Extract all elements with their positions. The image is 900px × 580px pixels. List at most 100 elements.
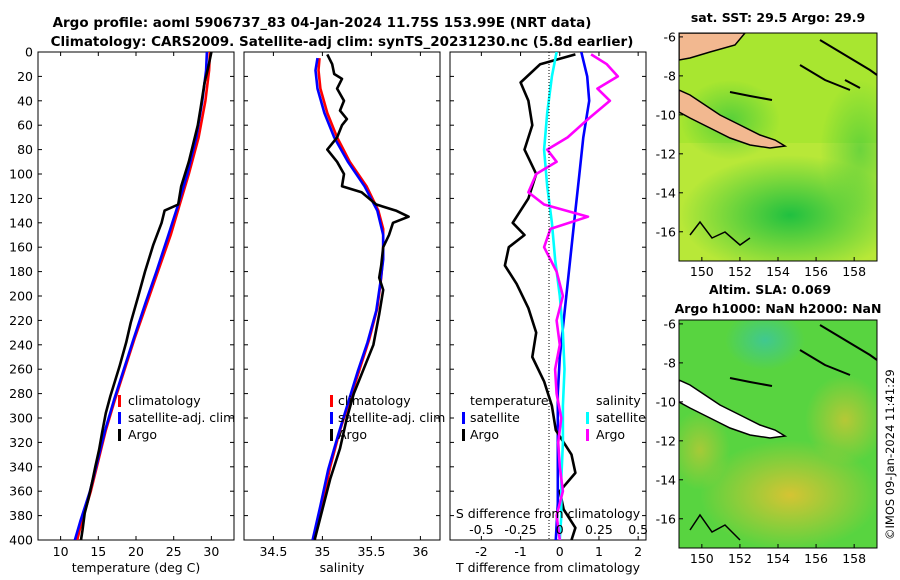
- s-tick-label: 0.25: [585, 522, 613, 537]
- legend-climatology-marker: [330, 395, 333, 407]
- temperature-series: [73, 52, 213, 540]
- depth-tick-label: 260: [9, 362, 33, 377]
- x-tick-label: 34.5: [259, 544, 287, 559]
- depth-tick-label: 20: [17, 69, 33, 84]
- depth-tick-label: 180: [9, 264, 33, 279]
- series-line-t-argo: [503, 53, 577, 540]
- map-lat-label: -8: [664, 68, 677, 83]
- legend-argo-label: Argo: [128, 427, 157, 442]
- land-new-guinea: [679, 379, 788, 439]
- difference-xlabel: T difference from climatology: [455, 560, 641, 575]
- depth-tick-label: 320: [9, 435, 33, 450]
- legend-t-argo-marker: [462, 429, 465, 441]
- depth-tick-label: 200: [9, 289, 33, 304]
- depth-tick-label: 280: [9, 386, 33, 401]
- x-tick-label: 36: [412, 544, 428, 559]
- map-lon-label: 156: [804, 551, 828, 566]
- island-coastline: [689, 513, 741, 541]
- temperature-xlabel: temperature (deg C): [72, 560, 201, 575]
- temperature-panel: [37, 51, 235, 541]
- island-coastline: [819, 324, 877, 361]
- land-new-britain: [679, 33, 746, 61]
- sla-warm-anomaly: [805, 375, 877, 465]
- depth-tick-label: 120: [9, 191, 33, 206]
- map-lon-label: 152: [728, 264, 752, 279]
- series-line-satellite-adj-clim: [311, 57, 385, 540]
- island-coastline: [689, 220, 751, 246]
- salinity-panel: [243, 51, 441, 541]
- sst-map: [679, 33, 877, 261]
- map-lat-label: -14: [656, 472, 676, 487]
- s-tick-label: -0.5: [469, 522, 493, 537]
- x-tick-label: 0: [556, 544, 564, 559]
- x-tick-label: -2: [475, 544, 487, 559]
- x-tick-label: 35.5: [357, 544, 385, 559]
- depth-tick-label: 300: [9, 411, 33, 426]
- map-lon-label: 154: [766, 551, 790, 566]
- map-lon-label: 158: [842, 264, 866, 279]
- island-coastline: [729, 377, 773, 387]
- temperature-legend: climatology satellite-adj. clim Argo: [118, 393, 235, 442]
- imos-timestamp: ©IMOS 09-Jan-2024 11:41:29: [883, 369, 897, 540]
- legend-argo-marker: [330, 429, 333, 441]
- map-lat-label: -10: [656, 394, 676, 409]
- sst-map-title: sat. SST: 29.5 Argo: 29.9: [691, 10, 865, 25]
- depth-tick-label: 380: [9, 508, 33, 523]
- map-lon-label: 158: [842, 551, 866, 566]
- island-coastline: [819, 39, 877, 76]
- legend-climatology-label: climatology: [128, 393, 201, 408]
- island-coastline: [729, 91, 773, 101]
- map-lat-label: -14: [656, 185, 676, 200]
- map-lon-label: 156: [804, 264, 828, 279]
- figure-title-line2: Climatology: CARS2009. Satellite-adj cli…: [51, 34, 634, 50]
- map-lat-label: -10: [656, 107, 676, 122]
- map-lat-label: -12: [656, 146, 676, 161]
- depth-tick-label: 140: [9, 215, 33, 230]
- legend-satellite-label: satellite-adj. clim: [128, 410, 235, 425]
- depth-tick-label: 40: [17, 93, 33, 108]
- salinity-legend: climatology satellite-adj. clim Argo: [330, 393, 445, 442]
- depth-tick-label: 360: [9, 484, 33, 499]
- x-tick-label: 20: [128, 544, 144, 559]
- sla-map-title-line2: Argo h1000: NaN h2000: NaN: [675, 301, 882, 316]
- sla-warm-anomaly: [700, 440, 877, 548]
- difference-panel: [449, 51, 647, 541]
- legend-temperature-title: temperature: [470, 393, 549, 408]
- map-lat-label: -16: [656, 511, 676, 526]
- salinity-series: [311, 53, 410, 540]
- depth-tick-label: 160: [9, 240, 33, 255]
- s-tick-label: 0.5: [628, 522, 648, 537]
- x-tick-label: 1: [595, 544, 603, 559]
- legend-argo-marker: [118, 429, 121, 441]
- x-tick-label: 35: [314, 544, 330, 559]
- depth-tick-label: 80: [17, 142, 33, 157]
- map-lat-label: -6: [664, 316, 677, 331]
- s-difference-ticks: -0.5 -0.25 0 0.25 0.5: [469, 522, 648, 537]
- legend-t-argo-label: Argo: [470, 427, 499, 442]
- sla-warm-anomaly: [679, 410, 730, 490]
- series-line-argo: [313, 53, 410, 540]
- depth-tick-label: 100: [9, 167, 33, 182]
- x-tick-label: 25: [166, 544, 182, 559]
- salinity-xlabel: salinity: [320, 560, 365, 575]
- x-tick-label: -1: [514, 544, 526, 559]
- legend-s-satellite-marker: [586, 412, 589, 424]
- sla-teal-anomaly: [725, 320, 805, 370]
- sst-green-patch: [820, 80, 877, 220]
- series-line-argo: [79, 52, 213, 540]
- map-axes: 150 152 154 156 158 -6 -8 -10 -12 -14 -16 150 152 154…: [656, 29, 867, 566]
- land-new-guinea: [679, 89, 788, 149]
- legend-satellite-label: satellite-adj. clim: [338, 410, 445, 425]
- series-line-s-argo: [527, 53, 620, 540]
- depth-tick-label: 340: [9, 459, 33, 474]
- depth-tick-label: 220: [9, 313, 33, 328]
- difference-series: [503, 52, 620, 540]
- legend-s-satellite-label: satellite: [596, 410, 646, 425]
- map-lat-label: -12: [656, 433, 676, 448]
- x-tick-label: 30: [203, 544, 219, 559]
- map-lon-label: 152: [728, 551, 752, 566]
- legend-argo-label: Argo: [338, 427, 367, 442]
- x-tick-label: 10: [53, 544, 69, 559]
- map-lon-label: 154: [766, 264, 790, 279]
